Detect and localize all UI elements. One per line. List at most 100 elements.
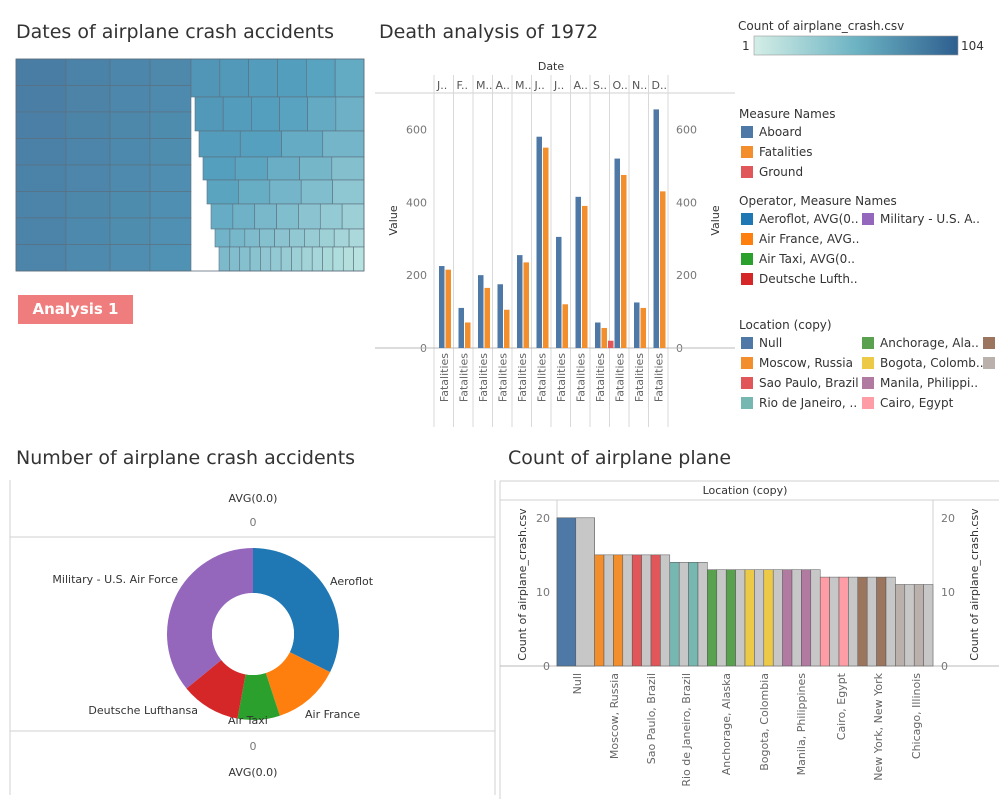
top-axis-tick: 0 [250, 516, 257, 529]
treemap-cell [15, 164, 67, 192]
treemap-cell [210, 203, 234, 230]
y-tick-label-left: 400 [406, 196, 427, 209]
treemap-cell [300, 179, 333, 205]
treemap-cell [277, 58, 307, 98]
treemap-cell [15, 58, 67, 86]
month-header: O.. [613, 79, 628, 92]
donut-slice [265, 652, 331, 716]
x-tick-label: New York, New York [872, 672, 885, 780]
x-tick-label: Fatalities [496, 353, 509, 402]
bar-location [613, 554, 624, 667]
y-tick-label-right: 400 [676, 196, 697, 209]
month-header: D.. [652, 79, 667, 92]
legend-item-null[interactable]: Null [741, 335, 782, 351]
legend-item-air-france[interactable]: Air France, AVG.. [741, 231, 859, 247]
x-tick-label: Fatalities [477, 353, 490, 402]
bar-location [838, 576, 849, 667]
legend-item-moscow[interactable]: Moscow, Russia [741, 355, 853, 371]
x-tick-label: Cairo, Egypt [835, 672, 848, 740]
month-header: J.. [534, 79, 545, 92]
month-header: M.. [515, 79, 531, 92]
treemap-cell [232, 203, 256, 230]
bar-location [650, 554, 661, 667]
treemap-cell [65, 138, 111, 166]
bar-location [913, 584, 924, 667]
treemap-cell [274, 228, 290, 248]
treemap-cell [65, 191, 111, 219]
legend-item-anchorage[interactable]: Anchorage, Ala.. [862, 335, 979, 351]
legend-item-military[interactable]: Military - U.S. A.. [862, 211, 980, 227]
treemap-cell [304, 228, 320, 248]
legend-item-air-taxi[interactable]: Air Taxi, AVG(0.. [741, 251, 855, 267]
y-tick-label-left: 0 [543, 660, 550, 673]
treemap-cell [260, 246, 272, 272]
treemap-cell [318, 228, 335, 248]
treemap-border [15, 58, 365, 272]
bar-aboard [653, 109, 659, 348]
bar-fatalities [601, 327, 607, 348]
donut-label: Air Taxi [228, 714, 268, 727]
treemap-cell [239, 130, 282, 158]
x-tick-label: Fatalities [574, 353, 587, 402]
analysis-1-button[interactable]: Analysis 1 [18, 295, 133, 324]
y-axis-title-left: Count of airplane_crash.csv [516, 508, 529, 661]
swatch [741, 213, 753, 225]
month-header: S.. [593, 79, 607, 92]
donut-slice [237, 672, 280, 720]
swatch [862, 213, 874, 225]
legend-item-fatalities[interactable]: Fatalities [741, 144, 813, 160]
bar-aboard [614, 158, 620, 348]
treemap-cell [332, 179, 365, 205]
treemap-cell [149, 138, 192, 166]
location-legend-title: Location (copy) [739, 318, 832, 332]
legend-item-sao-paulo[interactable]: Sao Paulo, Brazil [741, 375, 859, 391]
bar-location-grey [904, 584, 915, 667]
bar-location [744, 569, 755, 667]
treemap-cell [298, 203, 321, 230]
swatch [741, 253, 753, 265]
legend-item-cairo[interactable] [862, 395, 880, 411]
legend-item-rio[interactable]: Rio de Janeiro, .. [741, 395, 857, 411]
bar-location-grey [772, 569, 783, 667]
treemap-cell [15, 191, 67, 219]
treemap-cell [322, 246, 334, 272]
legend-label: Sao Paulo, Brazil [759, 376, 859, 390]
treemap-cell [15, 138, 67, 166]
bar-location-grey [735, 569, 746, 667]
bar-location-grey [575, 517, 595, 667]
measure-names-legend-title: Measure Names [739, 107, 836, 121]
legend-item-manila[interactable]: Manila, Philippi.. [862, 375, 978, 391]
legend-item-aeroflot[interactable]: Aeroflot, AVG(0.. [741, 211, 859, 227]
legend-label: Bogota, Colomb.. [880, 356, 984, 370]
legend-label: Air Taxi, AVG(0.. [759, 252, 855, 266]
legend-item-aboard[interactable]: Aboard [741, 124, 802, 140]
x-tick-label: Anchorage, Alaska [720, 673, 733, 775]
bar-fatalities [504, 309, 510, 348]
month-header: M.. [476, 79, 492, 92]
bar-aboard [536, 136, 542, 348]
bar-location-grey [716, 569, 727, 667]
treemap-cell [319, 203, 343, 230]
bar-aboard [497, 284, 503, 348]
bar-location-grey [660, 554, 671, 667]
bar-location [669, 562, 680, 667]
treemap-cell [249, 246, 261, 272]
x-tick-label: Bogota, Colombia [758, 673, 771, 771]
legend-swatch-overflow-1 [983, 337, 995, 349]
bar-location-grey [923, 584, 934, 667]
donut-hole [212, 593, 294, 675]
treemap-cell [109, 217, 151, 245]
y-tick-label-right: 600 [676, 123, 697, 136]
x-tick-label: Manila, Philippines [795, 673, 808, 776]
legend-item-deutsche[interactable]: Deutsche Lufth.. [741, 271, 858, 287]
legend-item-ground[interactable]: Ground [741, 164, 803, 180]
swatch [741, 146, 753, 158]
bar-location-grey [810, 569, 821, 667]
bar-aboard [556, 236, 562, 348]
legend-item-bogota[interactable]: Bogota, Colomb.. [862, 355, 984, 371]
swatch [741, 357, 753, 369]
legend-label: Manila, Philippi.. [880, 376, 979, 390]
legend-label: Air France, AVG.. [759, 232, 860, 246]
treemap-cell [15, 244, 67, 272]
bar-location-grey [641, 554, 652, 667]
